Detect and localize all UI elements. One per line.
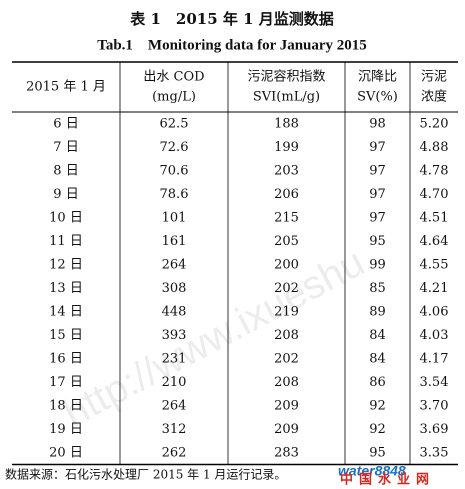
table-cell: 15 日	[49, 328, 83, 343]
table-cell: 20 日	[49, 445, 83, 460]
table-cell: 448	[162, 304, 187, 319]
table-cell: 205	[274, 234, 299, 249]
header-cell: SV(%)	[357, 90, 398, 105]
table-cell: 4.70	[420, 187, 449, 202]
table-cell: 4.78	[420, 163, 449, 178]
table-cell: 11 日	[49, 234, 83, 249]
table-cell: 4.51	[420, 210, 449, 225]
table-cell: 95	[369, 234, 386, 249]
table-cell: 13 日	[49, 281, 83, 296]
table-cell: 99	[369, 257, 386, 272]
table-cell: 101	[162, 210, 187, 225]
table-cell: 78.6	[160, 187, 189, 202]
table-cell: 16 日	[49, 351, 83, 366]
table-cell: 3.54	[420, 375, 449, 390]
table-cell: 18 日	[49, 398, 83, 413]
table-cell: 84	[369, 351, 386, 366]
header-cell: (mg/L)	[152, 90, 196, 105]
table-cell: 231	[162, 351, 187, 366]
table-cell: 202	[274, 351, 299, 366]
table-cell: 4.21	[420, 281, 449, 296]
header-cell: 出水 COD	[143, 70, 204, 85]
table-cell: 97	[369, 210, 386, 225]
table-cell: 4.55	[420, 257, 449, 272]
table-cell: 219	[274, 304, 299, 319]
table-cell: 3.35	[420, 445, 449, 460]
header-cell: 沉降比	[358, 70, 397, 85]
table-cell: 92	[369, 398, 386, 413]
table-cell: 4.06	[420, 304, 449, 319]
header-cell: 污泥容积指数	[247, 69, 325, 85]
table-cell: 85	[369, 281, 386, 296]
table-cell: 203	[274, 163, 299, 178]
table-cell: 6 日	[53, 116, 78, 131]
table-cell: 283	[274, 445, 299, 460]
table-cell: 208	[274, 375, 299, 390]
table-cell: 98	[369, 116, 386, 131]
header-cell: SVI(mL/g)	[253, 90, 320, 105]
table-cell: 72.6	[160, 140, 189, 155]
table-cell: 5.20	[420, 116, 449, 131]
logo-site: 中国水业网	[340, 472, 435, 488]
table-cell: 210	[162, 375, 187, 390]
table-cell: 10 日	[49, 210, 83, 225]
table-cell: 70.6	[160, 163, 189, 178]
table-cell: 19 日	[49, 422, 83, 437]
table-cell: 215	[274, 210, 299, 225]
table: 2015 年 1 月 出水 COD (mg/L) 污泥容积指数 SVI(mL/g) 沉降比…	[12, 61, 458, 466]
table-cell: 199	[274, 140, 299, 155]
table-cell: 264	[162, 257, 187, 272]
table-cell: 3.69	[420, 422, 449, 437]
table-cell: 97	[369, 187, 386, 202]
table-cell: 9 日	[53, 187, 78, 202]
table-cell: 97	[369, 140, 386, 155]
table-cell: 3.70	[420, 398, 449, 413]
table-cell: 12 日	[49, 257, 83, 272]
table-cell: 262	[162, 445, 187, 460]
table-cell: 17 日	[49, 375, 83, 390]
table-cell: 264	[162, 398, 187, 413]
table-cell: 7 日	[53, 140, 78, 155]
table-cell: 188	[274, 116, 299, 131]
header-cell: 浓度	[421, 89, 447, 105]
table-title: 表 1 2015 年 1 月监测数据	[130, 10, 334, 28]
header-cell: 污泥	[421, 70, 447, 85]
table-cell: 62.5	[160, 116, 189, 131]
table-cell: 97	[369, 163, 386, 178]
table-cell: 84	[369, 328, 386, 343]
table-cell: 312	[162, 422, 187, 437]
table-cell: 4.03	[420, 328, 449, 343]
table-cell: 208	[274, 328, 299, 343]
table-cell: 89	[369, 304, 386, 319]
table-cell: 8 日	[53, 163, 78, 178]
table-cell: 92	[369, 422, 386, 437]
table-cell: 209	[274, 398, 299, 413]
header-cell: 2015 年 1 月	[26, 80, 106, 95]
table-cell: 200	[274, 257, 299, 272]
table-cell: 209	[274, 422, 299, 437]
table-subtitle: Tab.1 Monitoring data for January 2015	[97, 37, 367, 53]
table-cell: 161	[162, 234, 187, 249]
table-cell: 4.17	[420, 351, 449, 366]
table-cell: 14 日	[49, 304, 83, 319]
table-footer: 数据来源：石化污水处理厂 2015 年 1 月运行记录。	[5, 467, 286, 482]
table-cell: 95	[369, 445, 386, 460]
table-cell: 4.64	[420, 234, 449, 249]
table-cell: 393	[162, 328, 187, 343]
table-cell: 308	[162, 281, 187, 296]
watermark: http://www.ixueshu	[56, 240, 371, 435]
table-cell: 202	[274, 281, 299, 296]
table-cell: 86	[369, 375, 386, 390]
logo-brand: water8848	[338, 463, 406, 479]
table-cell: 206	[274, 187, 299, 202]
table-cell: 4.88	[420, 140, 449, 155]
